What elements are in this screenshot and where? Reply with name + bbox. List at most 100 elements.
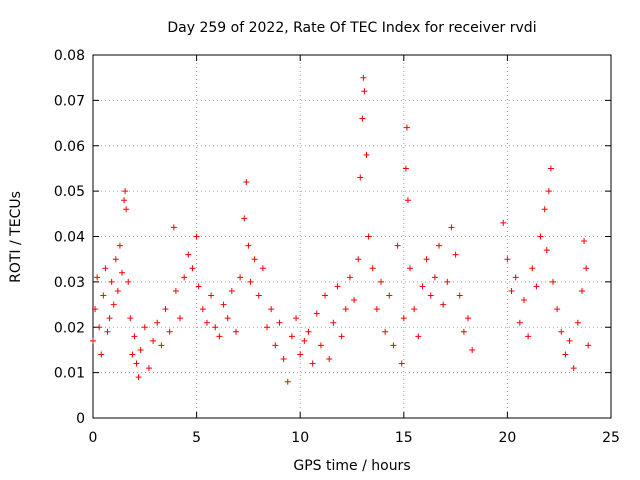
- data-point: [402, 165, 409, 172]
- data-point: [419, 283, 426, 290]
- data-point: [232, 328, 239, 335]
- data-point: [237, 274, 244, 281]
- data-point: [158, 342, 165, 349]
- data-point: [407, 265, 414, 272]
- data-point: [529, 265, 536, 272]
- data-point: [545, 188, 552, 195]
- x-tick-label: 0: [89, 430, 98, 446]
- data-point: [166, 328, 173, 335]
- data-point: [280, 356, 287, 363]
- data-point: [208, 292, 215, 299]
- data-point: [581, 238, 588, 245]
- y-tick-label: 0.07: [54, 93, 85, 109]
- data-point: [247, 278, 254, 285]
- data-point: [583, 265, 590, 272]
- data-point: [116, 242, 123, 249]
- data-point: [216, 333, 223, 340]
- data-point: [574, 319, 581, 326]
- y-tick-label: 0.08: [54, 48, 85, 64]
- data-point: [415, 333, 422, 340]
- data-point: [172, 287, 179, 294]
- data-point: [189, 265, 196, 272]
- y-tick-label: 0: [76, 411, 85, 427]
- x-tick-label: 25: [602, 430, 620, 446]
- data-point: [346, 274, 353, 281]
- data-point: [131, 333, 138, 340]
- data-point: [112, 256, 119, 263]
- data-point: [570, 365, 577, 372]
- data-point: [108, 278, 115, 285]
- data-point: [264, 324, 271, 331]
- data-point: [363, 151, 370, 158]
- data-point: [224, 315, 231, 322]
- data-point: [357, 174, 364, 181]
- data-point: [123, 206, 130, 213]
- data-point: [403, 124, 410, 131]
- chart-title: Day 259 of 2022, Rate Of TEC Index for r…: [167, 20, 536, 36]
- data-points: [90, 74, 592, 385]
- data-point: [301, 337, 308, 344]
- data-point: [98, 351, 105, 358]
- data-point: [137, 346, 144, 353]
- data-point: [199, 306, 206, 313]
- data-point: [404, 197, 411, 204]
- y-tick-label: 0.06: [54, 139, 85, 155]
- data-point: [386, 292, 393, 299]
- data-point: [150, 337, 157, 344]
- x-tick-label: 5: [192, 430, 201, 446]
- data-point: [245, 242, 252, 249]
- data-point: [195, 283, 202, 290]
- data-point: [326, 356, 333, 363]
- data-point: [452, 251, 459, 258]
- data-point: [549, 278, 556, 285]
- data-point: [106, 315, 113, 322]
- data-point: [533, 283, 540, 290]
- data-point: [342, 306, 349, 313]
- data-point: [508, 287, 515, 294]
- data-point: [360, 74, 367, 81]
- data-point: [100, 292, 107, 299]
- data-point: [203, 319, 210, 326]
- data-point: [423, 256, 430, 263]
- data-point: [177, 315, 184, 322]
- data-point: [255, 292, 262, 299]
- y-tick-label: 0.02: [54, 320, 85, 336]
- data-point: [431, 274, 438, 281]
- data-point: [170, 224, 177, 231]
- data-point: [322, 292, 329, 299]
- data-point: [133, 360, 140, 367]
- x-tick-label: 20: [498, 430, 516, 446]
- data-point: [102, 265, 109, 272]
- data-point: [162, 306, 169, 313]
- data-point: [469, 346, 476, 353]
- data-point: [193, 233, 200, 240]
- data-point: [297, 351, 304, 358]
- data-point: [129, 351, 136, 358]
- data-point: [104, 328, 111, 335]
- data-point: [251, 256, 258, 263]
- data-point: [554, 306, 561, 313]
- data-point: [96, 324, 103, 331]
- data-point: [504, 256, 511, 263]
- data-point: [460, 328, 467, 335]
- data-point: [94, 274, 101, 281]
- data-point: [359, 115, 366, 122]
- data-point: [185, 251, 192, 258]
- data-point: [361, 88, 368, 95]
- data-point: [512, 274, 519, 281]
- data-point: [585, 342, 592, 349]
- data-point: [154, 319, 161, 326]
- y-axis-label: ROTI / TECUs: [8, 191, 24, 283]
- data-point: [456, 292, 463, 299]
- data-point: [330, 319, 337, 326]
- x-axis-label: GPS time / hours: [293, 458, 410, 474]
- grid-lines: [93, 55, 611, 418]
- data-point: [272, 342, 279, 349]
- data-point: [268, 306, 275, 313]
- data-point: [448, 224, 455, 231]
- data-point: [122, 188, 129, 195]
- data-point: [125, 278, 132, 285]
- data-point: [525, 333, 532, 340]
- data-point: [444, 278, 451, 285]
- data-point: [369, 265, 376, 272]
